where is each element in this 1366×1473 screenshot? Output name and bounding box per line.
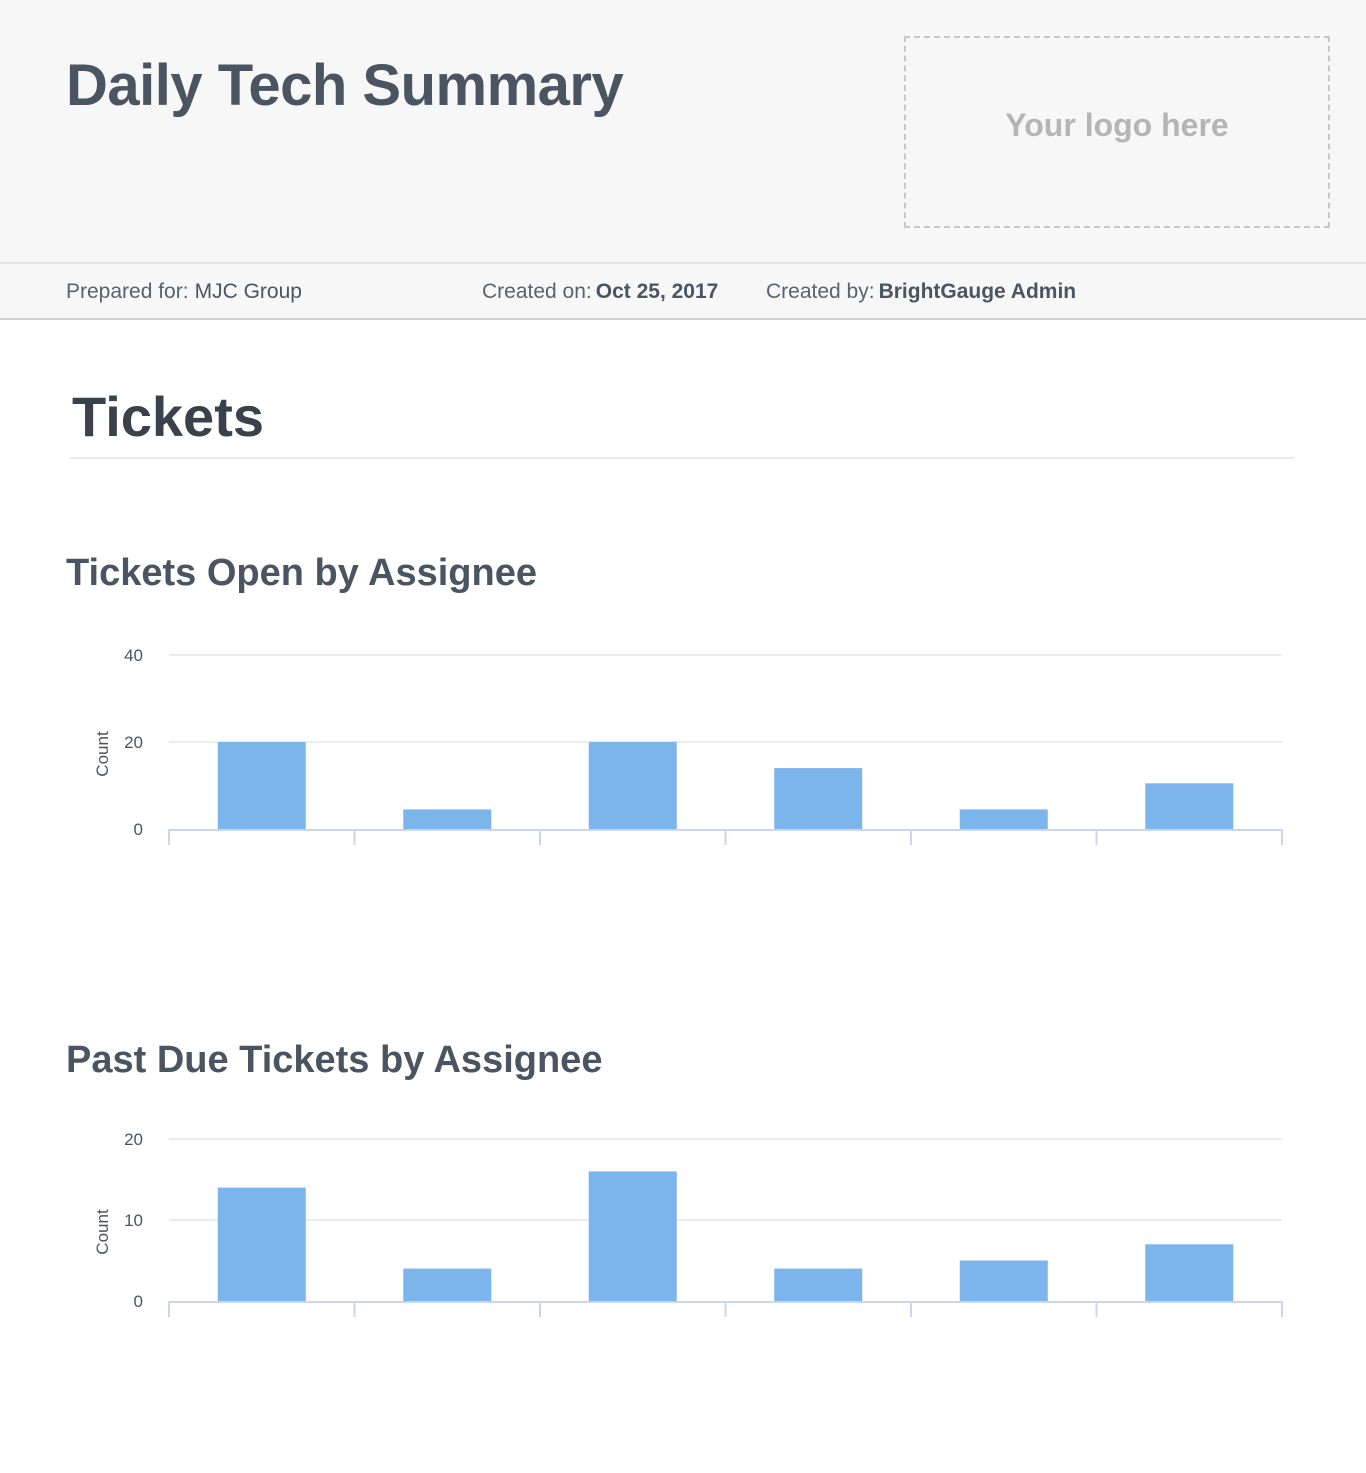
created-on-value: Oct 25, 2017 [595,280,719,303]
report-title: Daily Tech Summary [66,53,624,118]
chart-title-past-due: Past Due Tickets by Assignee [66,1039,603,1081]
report-header: Daily Tech Summary Your logo here [0,0,1366,262]
bar [217,1187,306,1301]
bar [959,1260,1048,1301]
y-tick-label: 20 [124,1130,143,1149]
y-tick-label: 0 [134,1292,143,1311]
y-tick-label: 0 [134,820,143,839]
bar [774,1268,863,1301]
y-tick-label: 10 [124,1211,143,1230]
bar [959,809,1048,829]
y-tick-label: 20 [124,733,143,752]
prepared-for: Prepared for: MJC Group [66,280,302,304]
bar [1145,1244,1234,1301]
section-title: Tickets [72,385,264,448]
chart-past-due-tickets-by-assignee: 0 10 20 Count [93,1130,1283,1317]
chart-tickets-open-by-assignee: 0 20 40 Count [93,646,1283,845]
logo-placeholder-text: Your logo here [1005,106,1229,143]
y-axis-title: Count [93,1209,112,1255]
section-divider [70,457,1294,459]
bar [403,809,492,829]
created-by: Created by: BrightGauge Admin [766,280,1076,304]
bar [588,742,677,829]
prepared-for-label: Prepared for: [66,280,189,303]
y-axis-title: Count [93,731,112,777]
report-meta-bar: Prepared for: MJC Group Created on: Oct 25… [0,262,1366,320]
chart-title-tickets-open: Tickets Open by Assignee [66,552,537,594]
bar [217,742,306,829]
prepared-for-value: MJC Group [194,280,302,303]
created-by-label: Created by: [766,280,875,303]
bar [588,1171,677,1301]
bar [774,768,863,829]
created-on-label: Created on: [482,280,592,303]
y-tick-label: 40 [124,646,143,665]
created-by-value: BrightGauge Admin [878,280,1077,303]
created-on: Created on: Oct 25, 2017 [482,280,718,304]
bar [403,1268,492,1301]
logo-placeholder-box: Your logo here [904,36,1330,228]
bar [1145,783,1234,829]
